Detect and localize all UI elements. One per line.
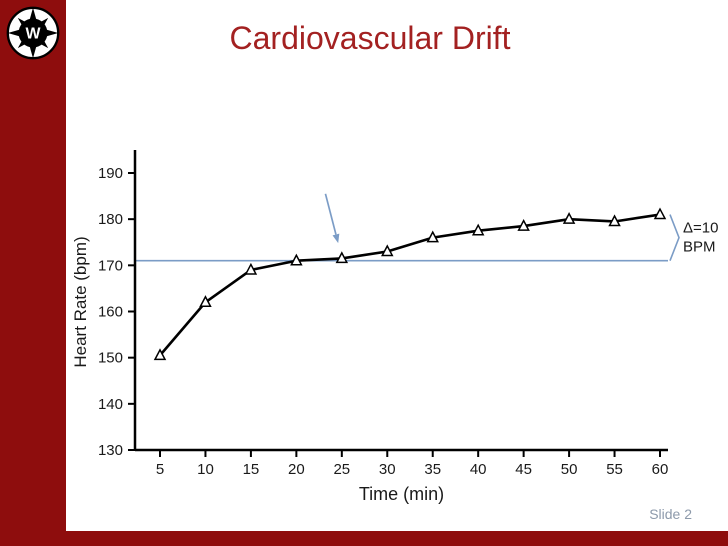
x-tick-label: 35 [424, 461, 441, 478]
y-tick-label: 190 [98, 165, 123, 182]
data-point-marker [517, 218, 530, 231]
data-point-marker [290, 253, 303, 266]
x-tick-label: 40 [470, 461, 487, 478]
compass-letter: W [26, 26, 41, 43]
data-point-marker [608, 214, 621, 227]
y-tick-label: 170 [98, 257, 123, 274]
x-axis-title: Time (min) [359, 484, 444, 504]
annotation-arrow-head [332, 233, 340, 244]
heart-rate-line [159, 213, 661, 357]
x-tick-label: 60 [652, 461, 669, 478]
bottom-accent-bar [0, 531, 728, 546]
data-point-marker [426, 230, 439, 243]
x-tick-label: 10 [197, 461, 214, 478]
data-point-marker [562, 212, 576, 224]
data-point-marker [244, 262, 258, 275]
compass-logo-icon: W [5, 5, 61, 61]
x-tick-label: 25 [333, 461, 350, 478]
x-tick-label: 15 [243, 461, 260, 478]
data-point-marker [199, 295, 212, 308]
left-accent-bar [0, 0, 66, 546]
delta-label-unit: BPM [683, 239, 716, 256]
x-tick-label: 45 [515, 461, 532, 478]
x-tick-label: 50 [561, 461, 578, 478]
x-tick-label: 5 [156, 461, 164, 478]
delta-bracket [669, 214, 680, 262]
y-tick-label: 180 [98, 211, 123, 228]
slide-title: Cardiovascular Drift [229, 20, 511, 56]
y-tick-label: 160 [98, 304, 123, 321]
data-point-marker [653, 207, 667, 220]
x-tick-label: 20 [288, 461, 305, 478]
data-point-marker [335, 251, 349, 264]
x-tick-label: 30 [379, 461, 396, 478]
data-point-marker [471, 223, 485, 236]
delta-label-value: Δ=10 [683, 220, 718, 237]
data-point-marker [153, 348, 167, 361]
data-point-marker [381, 244, 394, 257]
y-tick-label: 140 [98, 396, 123, 413]
y-axis-title: Heart Rate (bpm) [71, 236, 90, 367]
annotation-arrow-shaft [324, 193, 337, 235]
y-tick-label: 150 [98, 350, 123, 367]
heart-rate-chart: 130 140 150 160 170 180 190 5 10 15 20 25 30 35 40 45 50… [70, 130, 728, 525]
y-tick-label: 130 [98, 442, 123, 459]
slide-number: Slide 2 [649, 506, 692, 522]
x-tick-label: 55 [606, 461, 623, 478]
